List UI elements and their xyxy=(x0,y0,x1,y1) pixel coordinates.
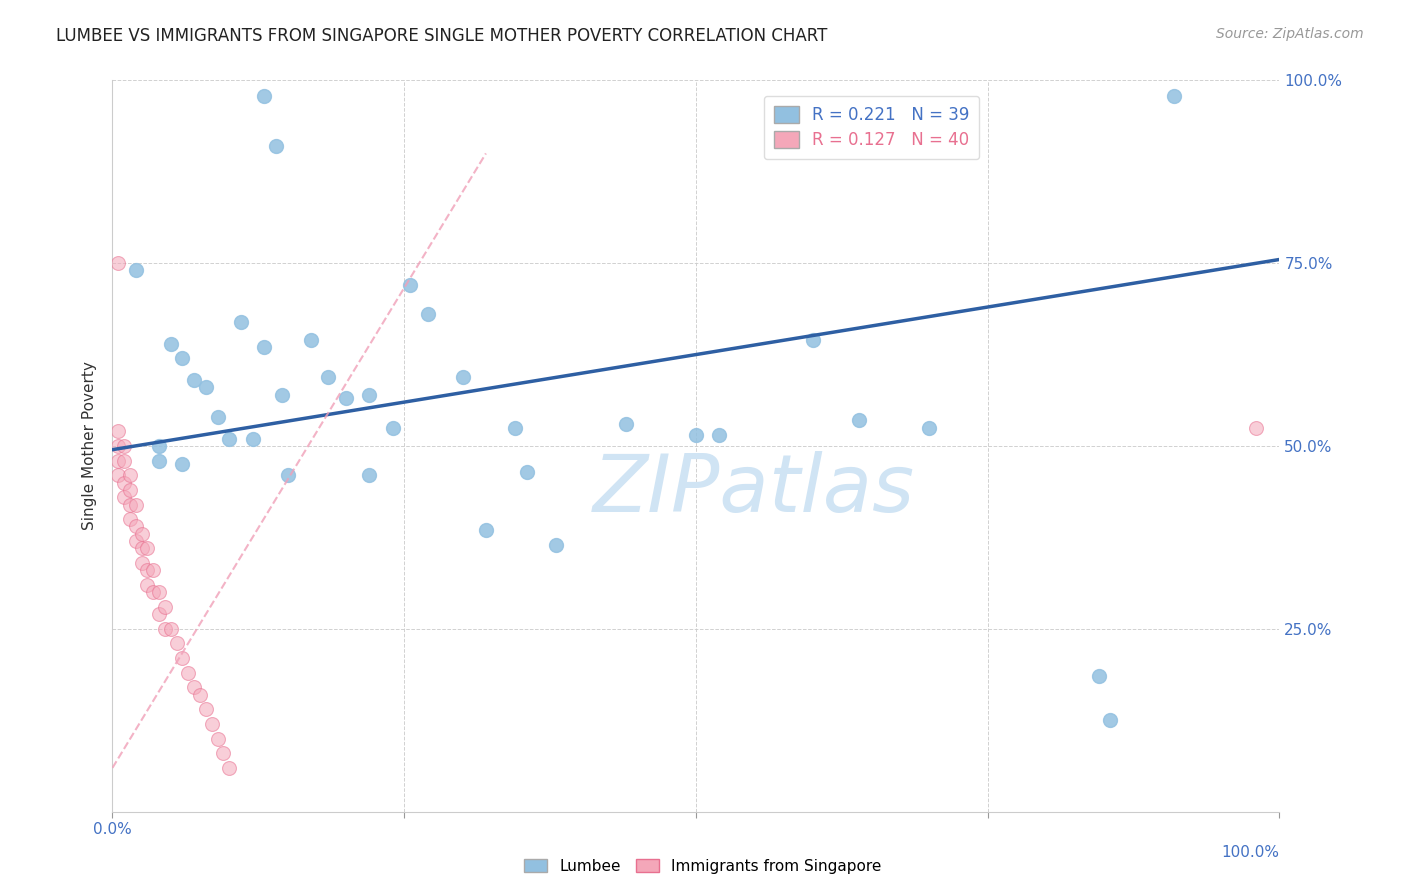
Point xyxy=(194,702,217,716)
Text: LUMBEE VS IMMIGRANTS FROM SINGAPORE SINGLE MOTHER POVERTY CORRELATION CHART: LUMBEE VS IMMIGRANTS FROM SINGAPORE SING… xyxy=(56,27,828,45)
Point xyxy=(1244,421,1267,435)
Point xyxy=(118,498,141,512)
Point xyxy=(242,432,264,446)
Point xyxy=(177,665,200,680)
Point xyxy=(218,432,240,446)
Point xyxy=(112,490,135,504)
Point xyxy=(685,428,707,442)
Point xyxy=(118,512,141,526)
Point xyxy=(335,392,357,406)
Point xyxy=(153,599,176,614)
Point xyxy=(153,622,176,636)
Point xyxy=(172,457,194,471)
Point xyxy=(318,369,340,384)
Point xyxy=(381,421,404,435)
Point xyxy=(131,526,153,541)
Point xyxy=(544,538,567,552)
Point xyxy=(299,333,322,347)
Point xyxy=(136,578,159,592)
Point xyxy=(136,541,159,556)
Point xyxy=(125,519,148,533)
Point xyxy=(359,388,381,402)
Point xyxy=(148,439,170,453)
Point xyxy=(112,453,135,467)
Point xyxy=(172,351,194,366)
Point xyxy=(160,336,183,351)
Point xyxy=(188,688,211,702)
Point xyxy=(125,263,148,277)
Point xyxy=(218,761,240,775)
Point xyxy=(848,413,870,427)
Point xyxy=(264,139,287,153)
Text: ZIPatlas: ZIPatlas xyxy=(593,450,915,529)
Point xyxy=(166,636,188,650)
Point xyxy=(709,428,731,442)
Point xyxy=(107,468,129,483)
Point xyxy=(142,585,165,599)
Point xyxy=(207,409,229,424)
Point xyxy=(194,380,217,394)
Point xyxy=(359,468,381,483)
Point xyxy=(112,475,135,490)
Point xyxy=(1099,714,1122,728)
Point xyxy=(112,439,135,453)
Text: Source: ZipAtlas.com: Source: ZipAtlas.com xyxy=(1216,27,1364,41)
Point xyxy=(451,369,474,384)
Point xyxy=(201,717,224,731)
Point xyxy=(107,256,129,270)
Point xyxy=(475,523,498,537)
Point xyxy=(516,465,538,479)
Point xyxy=(125,534,148,549)
Point xyxy=(1087,669,1109,683)
Point xyxy=(107,439,129,453)
Y-axis label: Single Mother Poverty: Single Mother Poverty xyxy=(82,361,97,531)
Point xyxy=(503,421,526,435)
Point xyxy=(253,340,276,354)
Point xyxy=(148,453,170,467)
Point xyxy=(270,388,292,402)
Point xyxy=(183,373,205,387)
Point xyxy=(107,425,129,439)
Point xyxy=(416,307,439,321)
Text: 100.0%: 100.0% xyxy=(1222,845,1279,860)
Point xyxy=(136,563,159,577)
Point xyxy=(160,622,183,636)
Point xyxy=(118,468,141,483)
Point xyxy=(125,498,148,512)
Point xyxy=(107,453,129,467)
Point xyxy=(399,278,422,293)
Point xyxy=(253,89,276,103)
Point xyxy=(276,468,298,483)
Point xyxy=(918,421,941,435)
Point xyxy=(212,746,235,760)
Point xyxy=(148,585,170,599)
Point xyxy=(229,315,252,329)
Point xyxy=(131,541,153,556)
Point xyxy=(207,731,229,746)
Point xyxy=(131,556,153,570)
Point xyxy=(148,607,170,622)
Point xyxy=(142,563,165,577)
Legend: Lumbee, Immigrants from Singapore: Lumbee, Immigrants from Singapore xyxy=(519,853,887,880)
Point xyxy=(1163,89,1185,103)
Point xyxy=(172,651,194,665)
Point xyxy=(118,483,141,497)
Point xyxy=(183,681,205,695)
Point xyxy=(801,333,824,347)
Legend: R = 0.221   N = 39, R = 0.127   N = 40: R = 0.221 N = 39, R = 0.127 N = 40 xyxy=(763,96,980,159)
Point xyxy=(614,417,637,431)
